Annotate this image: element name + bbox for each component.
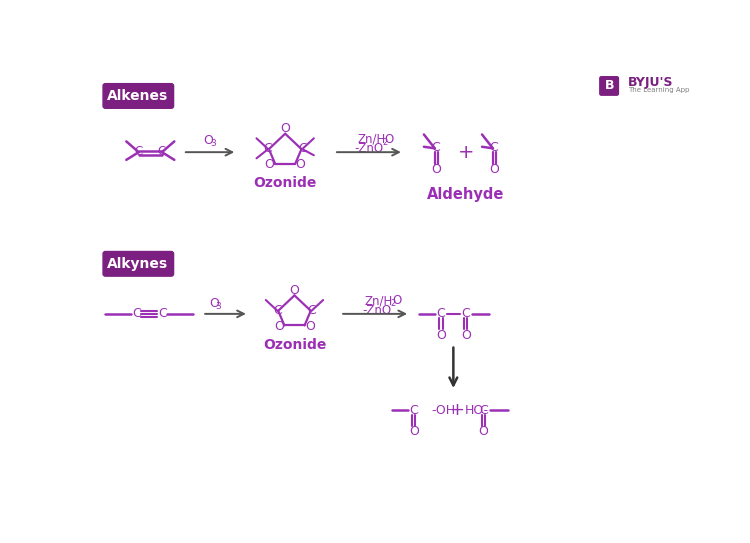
Text: +: + (458, 143, 474, 162)
Text: C: C (436, 307, 445, 320)
Text: O: O (203, 134, 214, 147)
Text: Ozonide: Ozonide (262, 338, 326, 352)
Text: O: O (209, 296, 219, 310)
Text: O: O (392, 294, 401, 307)
Text: C: C (489, 141, 498, 154)
Text: O: O (280, 122, 290, 135)
Text: The Learning App: The Learning App (628, 87, 689, 93)
Text: BYJU'S: BYJU'S (628, 75, 674, 89)
Text: B: B (604, 79, 613, 92)
Text: O: O (478, 425, 488, 438)
Text: Alkynes: Alkynes (107, 257, 169, 271)
Text: -ZnO: -ZnO (354, 142, 383, 155)
Text: C: C (132, 307, 141, 320)
Text: 2: 2 (382, 138, 388, 147)
Text: O: O (409, 425, 419, 438)
Text: C: C (134, 145, 142, 158)
Text: C: C (158, 145, 166, 158)
Text: -OH: -OH (430, 403, 455, 416)
Text: C: C (410, 403, 419, 416)
Text: O: O (436, 329, 446, 342)
Text: HO-: HO- (465, 403, 489, 416)
FancyBboxPatch shape (103, 251, 173, 276)
Text: 3: 3 (216, 302, 221, 311)
Text: 2: 2 (390, 299, 395, 308)
Text: C: C (273, 304, 282, 317)
Text: O: O (296, 158, 305, 171)
Text: C: C (461, 307, 470, 320)
Text: O: O (274, 320, 284, 333)
Text: O: O (431, 163, 441, 176)
Text: Alkenes: Alkenes (107, 89, 169, 103)
Text: C: C (298, 142, 307, 155)
Text: O: O (460, 329, 471, 342)
Text: Ozonide: Ozonide (254, 176, 316, 190)
Text: C: C (158, 307, 167, 320)
Text: O: O (305, 320, 315, 333)
Text: C: C (308, 304, 316, 317)
Text: C: C (479, 403, 488, 416)
Text: O: O (290, 283, 299, 296)
FancyBboxPatch shape (103, 84, 173, 108)
FancyBboxPatch shape (600, 77, 619, 95)
Text: C: C (431, 141, 440, 154)
Text: +: + (449, 401, 464, 419)
Text: O: O (490, 163, 500, 176)
Text: C: C (264, 142, 272, 155)
Text: 3: 3 (210, 139, 216, 148)
Text: O: O (265, 158, 274, 171)
Text: Aldehyde: Aldehyde (427, 187, 505, 202)
Text: O: O (385, 132, 394, 146)
Text: Zn/H: Zn/H (357, 132, 386, 146)
Text: -ZnO: -ZnO (362, 304, 392, 317)
Text: Zn/H: Zn/H (364, 294, 393, 307)
